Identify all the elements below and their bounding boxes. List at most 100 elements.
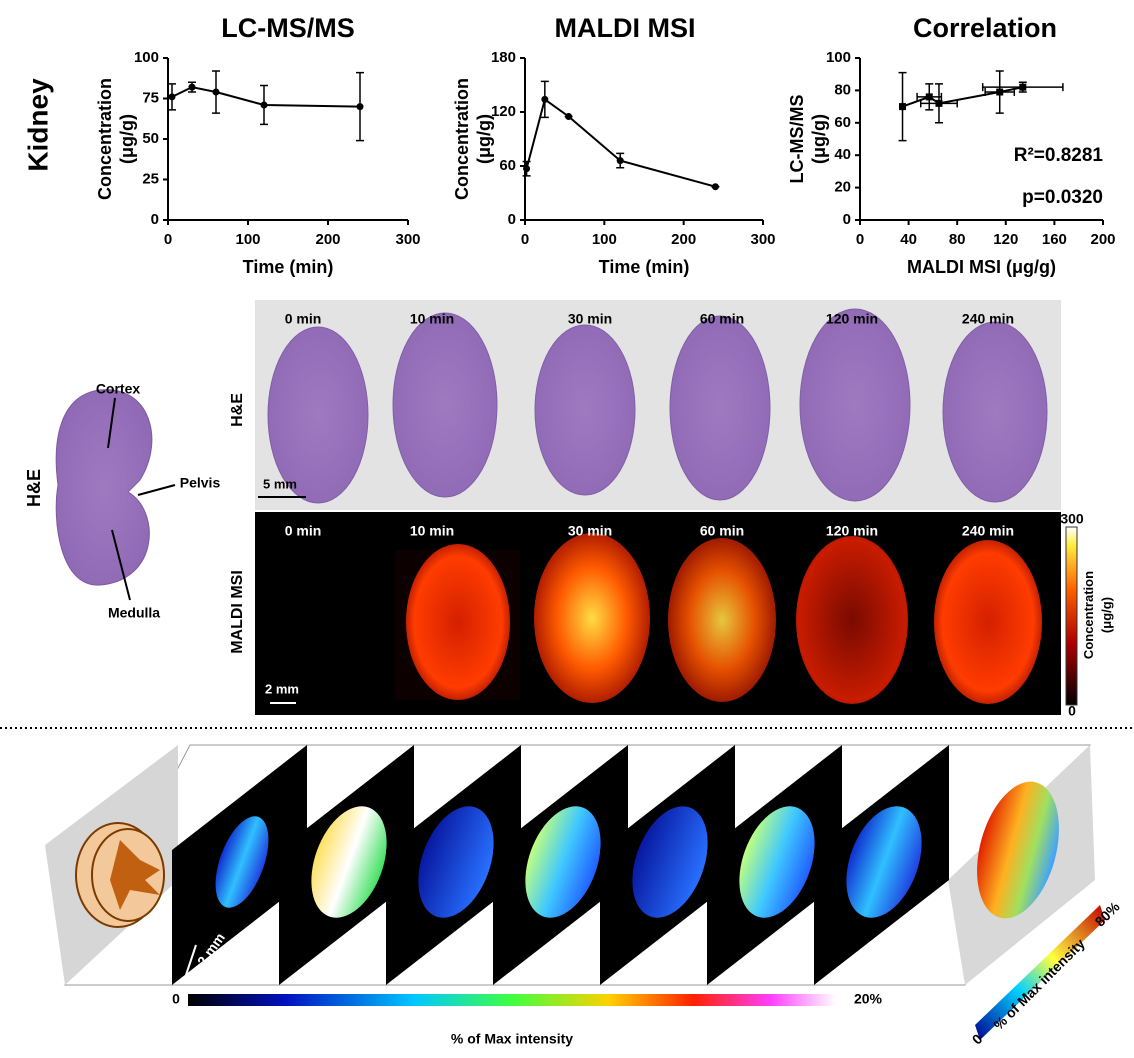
colorbar-tick: 0 xyxy=(172,991,180,1007)
x-axis-label: MALDI MSI (μg/g) xyxy=(907,257,1056,277)
point xyxy=(212,88,220,96)
y-tick-label: 25 xyxy=(142,170,159,187)
point xyxy=(616,157,624,165)
y-tick-label: 60 xyxy=(834,114,851,131)
time-label: 60 min xyxy=(700,523,744,539)
msi-sections xyxy=(395,533,1042,704)
y-tick-label: 100 xyxy=(134,49,159,66)
slice-tissue xyxy=(846,806,922,918)
row-label: H&E xyxy=(229,393,246,427)
y-axis-label: (μg/g) xyxy=(474,114,494,164)
time-label: 240 min xyxy=(962,523,1014,539)
x-tick-label: 120 xyxy=(993,231,1018,248)
y-axis-label: Concentration xyxy=(95,78,115,200)
x-tick-label: 40 xyxy=(900,231,917,248)
slice-tissue xyxy=(525,806,601,918)
anatomy-title: H&E xyxy=(24,469,44,507)
colorbar-tick: 300 xyxy=(1060,511,1084,527)
point xyxy=(188,83,196,91)
colorbar-tick: 20% xyxy=(854,991,883,1007)
x-tick-label: 100 xyxy=(235,231,260,248)
x-axis-label: Time (min) xyxy=(599,257,690,277)
scale-label: 2 mm xyxy=(265,681,299,696)
slice-tissue xyxy=(311,806,387,918)
point xyxy=(565,113,573,120)
series-line xyxy=(525,97,716,188)
x-tick-label: 160 xyxy=(1042,231,1067,248)
colorbar xyxy=(1065,526,1078,706)
x-tick-label: 200 xyxy=(1090,231,1115,248)
anatomy-label: Medulla xyxy=(108,605,160,621)
anatomy-kidney xyxy=(55,389,176,601)
point xyxy=(1019,83,1027,91)
point xyxy=(996,88,1004,96)
colorbar-label: Concentration (μg/g) xyxy=(1081,571,1114,659)
y-axis-label: (μg/g) xyxy=(117,114,137,164)
scale-label: 5 mm xyxy=(263,476,297,491)
y-tick-label: 20 xyxy=(834,179,851,196)
time-label: 0 min xyxy=(285,523,322,539)
time-label: 120 min xyxy=(826,311,878,327)
scale-bar xyxy=(185,944,197,976)
slice-tissue xyxy=(632,806,708,918)
point xyxy=(356,103,364,111)
he-sections xyxy=(267,308,1048,504)
x-tick-label: 80 xyxy=(949,231,966,248)
y-tick-label: 80 xyxy=(834,81,851,98)
point xyxy=(711,183,719,191)
time-label: 240 min xyxy=(962,311,1014,327)
y-axis-label: LC-MS/MS xyxy=(787,95,807,184)
annotation: p=0.0320 xyxy=(1022,187,1103,208)
point xyxy=(523,165,531,173)
y-tick-label: 0 xyxy=(151,211,159,228)
slices xyxy=(172,745,949,985)
annotation: R²=0.8281 xyxy=(1014,145,1104,166)
chart-title: Correlation xyxy=(913,13,1057,43)
point xyxy=(541,95,549,103)
slice-tissue xyxy=(739,806,815,918)
x-tick-label: 300 xyxy=(395,231,420,248)
x-tick-label: 200 xyxy=(315,231,340,248)
time-label: 0 min xyxy=(285,311,322,327)
msi-panel xyxy=(255,512,1061,715)
slice-tissue xyxy=(215,816,269,908)
y-tick-label: 120 xyxy=(491,103,516,120)
he-panel xyxy=(255,300,1061,510)
y-tick-label: 180 xyxy=(491,49,516,66)
time-label: 10 min xyxy=(410,523,454,539)
point xyxy=(925,93,933,101)
x-tick-label: 0 xyxy=(164,231,172,248)
y-tick-label: 100 xyxy=(826,49,851,66)
time-label: 10 min xyxy=(410,311,454,327)
point xyxy=(935,99,943,107)
time-label: 30 min xyxy=(568,311,612,327)
chart-title: LC-MS/MS xyxy=(221,13,354,43)
colorbar xyxy=(188,994,836,1006)
row-label: MALDI MSI xyxy=(229,570,246,654)
point xyxy=(260,101,268,109)
x-tick-label: 200 xyxy=(671,231,696,248)
colorbar-tick: 0 xyxy=(1068,703,1076,719)
y-tick-label: 40 xyxy=(834,146,851,163)
x-tick-label: 300 xyxy=(750,231,775,248)
y-axis-label: Concentration xyxy=(452,78,472,200)
chart-title: MALDI MSI xyxy=(555,13,696,43)
x-axis-label: Time (min) xyxy=(243,257,334,277)
colorbar-label: % of Max intensity xyxy=(451,1031,573,1047)
y-axis-label: (μg/g) xyxy=(809,114,829,164)
time-label: 120 min xyxy=(826,523,878,539)
y-tick-label: 75 xyxy=(142,89,159,106)
point xyxy=(899,103,907,111)
anatomy-label: Cortex xyxy=(96,381,141,397)
x-tick-label: 0 xyxy=(521,231,529,248)
side-label: Kidney xyxy=(22,78,53,172)
y-tick-label: 0 xyxy=(508,211,516,228)
time-label: 30 min xyxy=(568,523,612,539)
y-tick-label: 0 xyxy=(843,211,851,228)
anatomy-label: Pelvis xyxy=(180,475,221,491)
y-tick-label: 50 xyxy=(142,130,159,147)
slice-tissue xyxy=(418,806,494,918)
x-tick-label: 100 xyxy=(592,231,617,248)
x-tick-label: 0 xyxy=(856,231,864,248)
